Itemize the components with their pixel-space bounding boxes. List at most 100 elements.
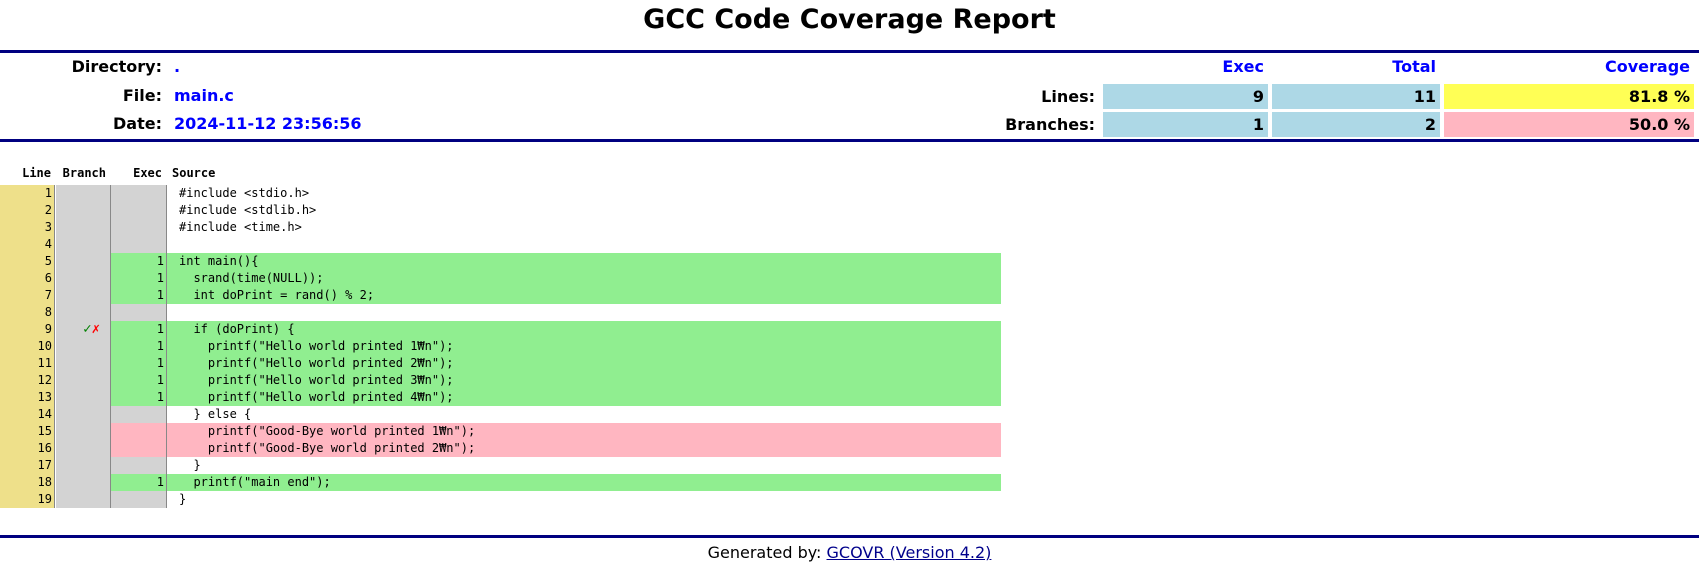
source-line: #include <stdio.h> xyxy=(167,185,1001,202)
divider xyxy=(0,50,1699,53)
exec-cell: 1 xyxy=(111,474,167,491)
branch-cell xyxy=(56,389,111,406)
summary-cell: 2 xyxy=(1272,112,1440,137)
line-number: 14 xyxy=(0,406,55,423)
branch-cell xyxy=(56,219,111,236)
line-number: 4 xyxy=(0,236,55,253)
line-number: 12 xyxy=(0,372,55,389)
exec-cell: 1 xyxy=(111,355,167,372)
line-number: 8 xyxy=(0,304,55,321)
source-line: printf("Hello world printed 4₩n"); xyxy=(167,389,1001,406)
branch-cell xyxy=(56,287,111,304)
exec-cell xyxy=(111,304,167,321)
line-number: 3 xyxy=(0,219,55,236)
source-line: printf("Good-Bye world printed 2₩n"); xyxy=(167,440,1001,457)
branch-cell xyxy=(56,270,111,287)
source-line: printf("Hello world printed 1₩n"); xyxy=(167,338,1001,355)
exec-cell xyxy=(111,440,167,457)
source-line xyxy=(167,304,1001,321)
source-line: } xyxy=(167,457,1001,474)
line-number: 15 xyxy=(0,423,55,440)
exec-cell xyxy=(111,219,167,236)
summary-header: Coverage xyxy=(1604,57,1690,76)
line-number: 13 xyxy=(0,389,55,406)
branch-cell xyxy=(56,406,111,423)
line-number: 18 xyxy=(0,474,55,491)
summary-cell: 50.0 % xyxy=(1444,112,1694,137)
title: GCC Code Coverage Report xyxy=(643,4,1056,35)
branch-mark: ✓ xyxy=(83,321,92,337)
source-line: } xyxy=(167,491,1001,508)
exec-cell xyxy=(111,423,167,440)
branch-cell xyxy=(56,457,111,474)
info-value: main.c xyxy=(174,86,234,105)
exec-cell xyxy=(111,202,167,219)
branch-cell xyxy=(56,372,111,389)
branch-cell xyxy=(56,474,111,491)
exec-cell xyxy=(111,185,167,202)
line-number: 9 xyxy=(0,321,55,338)
divider xyxy=(0,139,1699,142)
branch-cell xyxy=(56,338,111,355)
info-label: Date: xyxy=(113,114,162,133)
branch-cell xyxy=(56,236,111,253)
line-number: 16 xyxy=(0,440,55,457)
exec-cell: 1 xyxy=(111,270,167,287)
exec-cell: 1 xyxy=(111,321,167,338)
source-line: printf("Good-Bye world printed 1₩n"); xyxy=(167,423,1001,440)
info-value: 2024-11-12 23:56:56 xyxy=(174,114,362,133)
exec-cell: 1 xyxy=(111,372,167,389)
summary-label: Branches: xyxy=(1005,115,1095,134)
summary-cell: 81.8 % xyxy=(1444,84,1694,109)
branch-mark: ✗ xyxy=(91,321,100,337)
exec-cell: 1 xyxy=(111,338,167,355)
exec-cell: 1 xyxy=(111,287,167,304)
exec-cell: 1 xyxy=(111,389,167,406)
source-header: Source xyxy=(172,166,216,180)
source-line: #include <stdlib.h> xyxy=(167,202,1001,219)
summary-header: Exec xyxy=(1222,57,1264,76)
line-number: 1 xyxy=(0,185,55,202)
source-header: Branch xyxy=(62,166,106,180)
branch-cell xyxy=(56,202,111,219)
branch-cell xyxy=(56,423,111,440)
exec-cell xyxy=(111,406,167,423)
source-header: Line xyxy=(22,166,51,180)
summary-cell: 11 xyxy=(1272,84,1440,109)
source-line: printf("Hello world printed 3₩n"); xyxy=(167,372,1001,389)
exec-cell xyxy=(111,457,167,474)
source-line xyxy=(167,236,1001,253)
source-line: int main(){ xyxy=(167,253,1001,270)
exec-cell: 1 xyxy=(111,253,167,270)
footer-text: Generated by: xyxy=(707,543,822,562)
source-header: Exec xyxy=(133,166,162,180)
source-line: srand(time(NULL)); xyxy=(167,270,1001,287)
footer: Generated by: GCOVR (Version 4.2) xyxy=(0,543,1699,562)
branch-cell xyxy=(56,491,111,508)
line-number: 10 xyxy=(0,338,55,355)
divider xyxy=(0,535,1699,538)
branch-cell xyxy=(56,355,111,372)
branch-cell xyxy=(56,304,111,321)
info-value: . xyxy=(174,57,181,76)
source-line: if (doPrint) { xyxy=(167,321,1001,338)
summary-cell: 1 xyxy=(1103,112,1268,137)
branch-cell: ✓✗ xyxy=(56,321,111,338)
source-line: } else { xyxy=(167,406,1001,423)
summary-label: Lines: xyxy=(1041,87,1095,106)
branch-cell xyxy=(56,253,111,270)
source-line: printf("main end"); xyxy=(167,474,1001,491)
line-number: 17 xyxy=(0,457,55,474)
summary-header: Total xyxy=(1392,57,1436,76)
summary-cell: 9 xyxy=(1103,84,1268,109)
footer-link[interactable]: GCOVR (Version 4.2) xyxy=(826,543,992,562)
exec-cell xyxy=(111,491,167,508)
line-number: 7 xyxy=(0,287,55,304)
line-number: 11 xyxy=(0,355,55,372)
line-number: 2 xyxy=(0,202,55,219)
branch-cell xyxy=(56,185,111,202)
info-label: File: xyxy=(122,86,162,105)
line-number: 5 xyxy=(0,253,55,270)
info-label: Directory: xyxy=(71,57,162,76)
